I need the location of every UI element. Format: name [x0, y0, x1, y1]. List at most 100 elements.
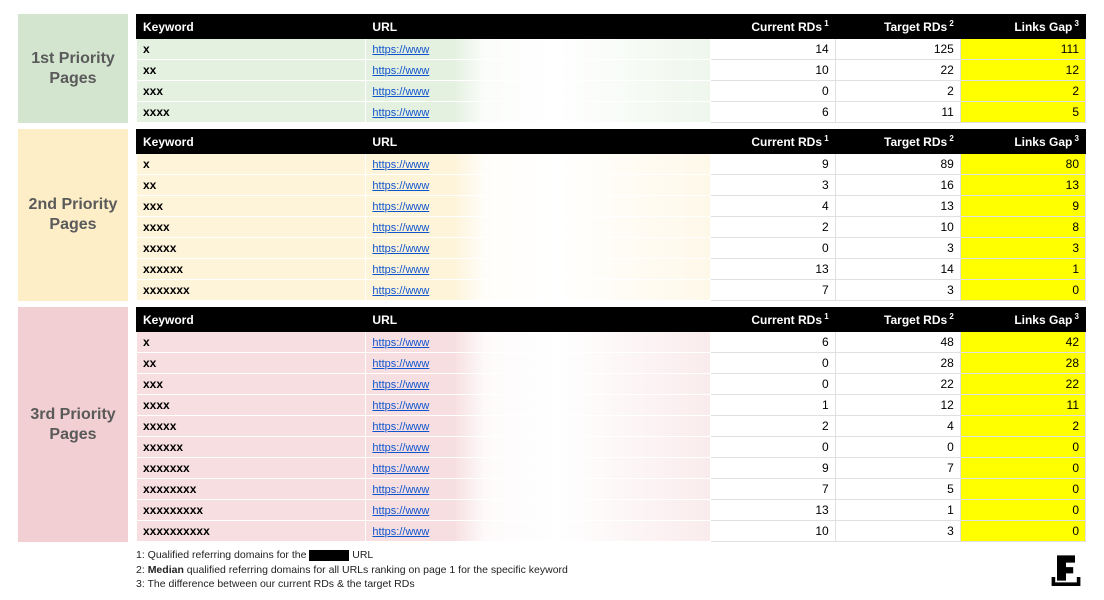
url-link[interactable]: https://www	[372, 421, 429, 433]
url-link[interactable]: https://www	[372, 484, 429, 496]
url-link[interactable]: https://www	[372, 86, 429, 98]
cell-current: 0	[710, 437, 835, 458]
col-gap: Links Gap 3	[960, 130, 1085, 154]
table-row: xxxxxhttps://www242	[137, 416, 1086, 437]
col-current: Current RDs 1	[710, 15, 835, 39]
cell-keyword: xxxx	[137, 395, 366, 416]
cell-gap: 8	[960, 217, 1085, 238]
cell-keyword: xxxxxxxxx	[137, 500, 366, 521]
priority-table: KeywordURLCurrent RDs 1Target RDs 2Links…	[136, 129, 1086, 301]
brand-logo-icon	[1048, 550, 1084, 586]
table-row: xxxxhttps://www11211	[137, 395, 1086, 416]
url-link[interactable]: https://www	[372, 107, 429, 119]
table-header-row: KeywordURLCurrent RDs 1Target RDs 2Links…	[137, 15, 1086, 39]
url-link[interactable]: https://www	[372, 400, 429, 412]
cell-gap: 2	[960, 416, 1085, 437]
url-link[interactable]: https://www	[372, 358, 429, 370]
cell-current: 13	[710, 259, 835, 280]
cell-current: 7	[710, 479, 835, 500]
url-link[interactable]: https://www	[372, 44, 429, 56]
table-wrap: KeywordURLCurrent RDs 1Target RDs 2Links…	[136, 129, 1086, 301]
cell-keyword: xxxxxx	[137, 437, 366, 458]
cell-target: 2	[835, 81, 960, 102]
cell-target: 7	[835, 458, 960, 479]
cell-target: 22	[835, 60, 960, 81]
cell-current: 0	[710, 374, 835, 395]
cell-current: 13	[710, 500, 835, 521]
table-row: xxxxxhttps://www033	[137, 238, 1086, 259]
cell-target: 125	[835, 39, 960, 60]
cell-url: https://www	[366, 39, 710, 60]
cell-url: https://www	[366, 374, 710, 395]
cell-url: https://www	[366, 416, 710, 437]
url-link[interactable]: https://www	[372, 337, 429, 349]
url-link[interactable]: https://www	[372, 505, 429, 517]
cell-keyword: xxxxxxx	[137, 458, 366, 479]
priority-section: 2nd Priority PagesKeywordURLCurrent RDs …	[18, 129, 1086, 301]
table-header-row: KeywordURLCurrent RDs 1Target RDs 2Links…	[137, 308, 1086, 332]
cell-url: https://www	[366, 217, 710, 238]
table-row: xxxxhttps://www2108	[137, 217, 1086, 238]
cell-keyword: xx	[137, 60, 366, 81]
cell-current: 6	[710, 102, 835, 123]
cell-current: 10	[710, 60, 835, 81]
url-link[interactable]: https://www	[372, 264, 429, 276]
url-link[interactable]: https://www	[372, 180, 429, 192]
table-row: xxxxxxxxxxhttps://www1030	[137, 521, 1086, 542]
cell-keyword: x	[137, 154, 366, 175]
footnote-2: 2: Median qualified referring domains fo…	[136, 563, 1086, 578]
cell-current: 2	[710, 217, 835, 238]
cell-target: 16	[835, 175, 960, 196]
cell-url: https://www	[366, 259, 710, 280]
cell-gap: 42	[960, 332, 1085, 353]
url-link[interactable]: https://www	[372, 159, 429, 171]
priority-label: 1st Priority Pages	[18, 14, 128, 123]
cell-target: 5	[835, 479, 960, 500]
priority-table: KeywordURLCurrent RDs 1Target RDs 2Links…	[136, 307, 1086, 542]
url-link[interactable]: https://www	[372, 243, 429, 255]
cell-target: 28	[835, 353, 960, 374]
url-link[interactable]: https://www	[372, 442, 429, 454]
cell-current: 4	[710, 196, 835, 217]
cell-keyword: xxxx	[137, 102, 366, 123]
cell-keyword: xxxxxxxxxx	[137, 521, 366, 542]
cell-gap: 0	[960, 458, 1085, 479]
url-link[interactable]: https://www	[372, 463, 429, 475]
cell-target: 3	[835, 280, 960, 301]
footnote-1a: 1: Qualified referring domains for the	[136, 549, 309, 561]
table-row: xhttps://www14125111	[137, 39, 1086, 60]
footnote-2b: Median	[148, 564, 184, 576]
url-link[interactable]: https://www	[372, 222, 429, 234]
cell-gap: 22	[960, 374, 1085, 395]
cell-target: 22	[835, 374, 960, 395]
cell-url: https://www	[366, 60, 710, 81]
url-link[interactable]: https://www	[372, 65, 429, 77]
cell-target: 4	[835, 416, 960, 437]
cell-url: https://www	[366, 395, 710, 416]
url-link[interactable]: https://www	[372, 526, 429, 538]
url-link[interactable]: https://www	[372, 379, 429, 391]
cell-url: https://www	[366, 500, 710, 521]
priority-table: KeywordURLCurrent RDs 1Target RDs 2Links…	[136, 14, 1086, 123]
table-row: xhttps://www64842	[137, 332, 1086, 353]
cell-url: https://www	[366, 479, 710, 500]
cell-url: https://www	[366, 458, 710, 479]
cell-current: 1	[710, 395, 835, 416]
col-keyword: Keyword	[137, 130, 366, 154]
table-wrap: KeywordURLCurrent RDs 1Target RDs 2Links…	[136, 14, 1086, 123]
cell-url: https://www	[366, 102, 710, 123]
table-row: xxxhttps://www022	[137, 81, 1086, 102]
col-url: URL	[366, 308, 710, 332]
cell-keyword: xxxx	[137, 217, 366, 238]
cell-target: 11	[835, 102, 960, 123]
cell-current: 2	[710, 416, 835, 437]
table-row: xx https://www 102212	[137, 60, 1086, 81]
cell-current: 0	[710, 238, 835, 259]
cell-current: 14	[710, 39, 835, 60]
url-link[interactable]: https://www	[372, 201, 429, 213]
cell-gap: 12	[960, 60, 1085, 81]
cell-current: 9	[710, 154, 835, 175]
cell-gap: 5	[960, 102, 1085, 123]
url-link[interactable]: https://www	[372, 285, 429, 297]
cell-keyword: xxx	[137, 81, 366, 102]
